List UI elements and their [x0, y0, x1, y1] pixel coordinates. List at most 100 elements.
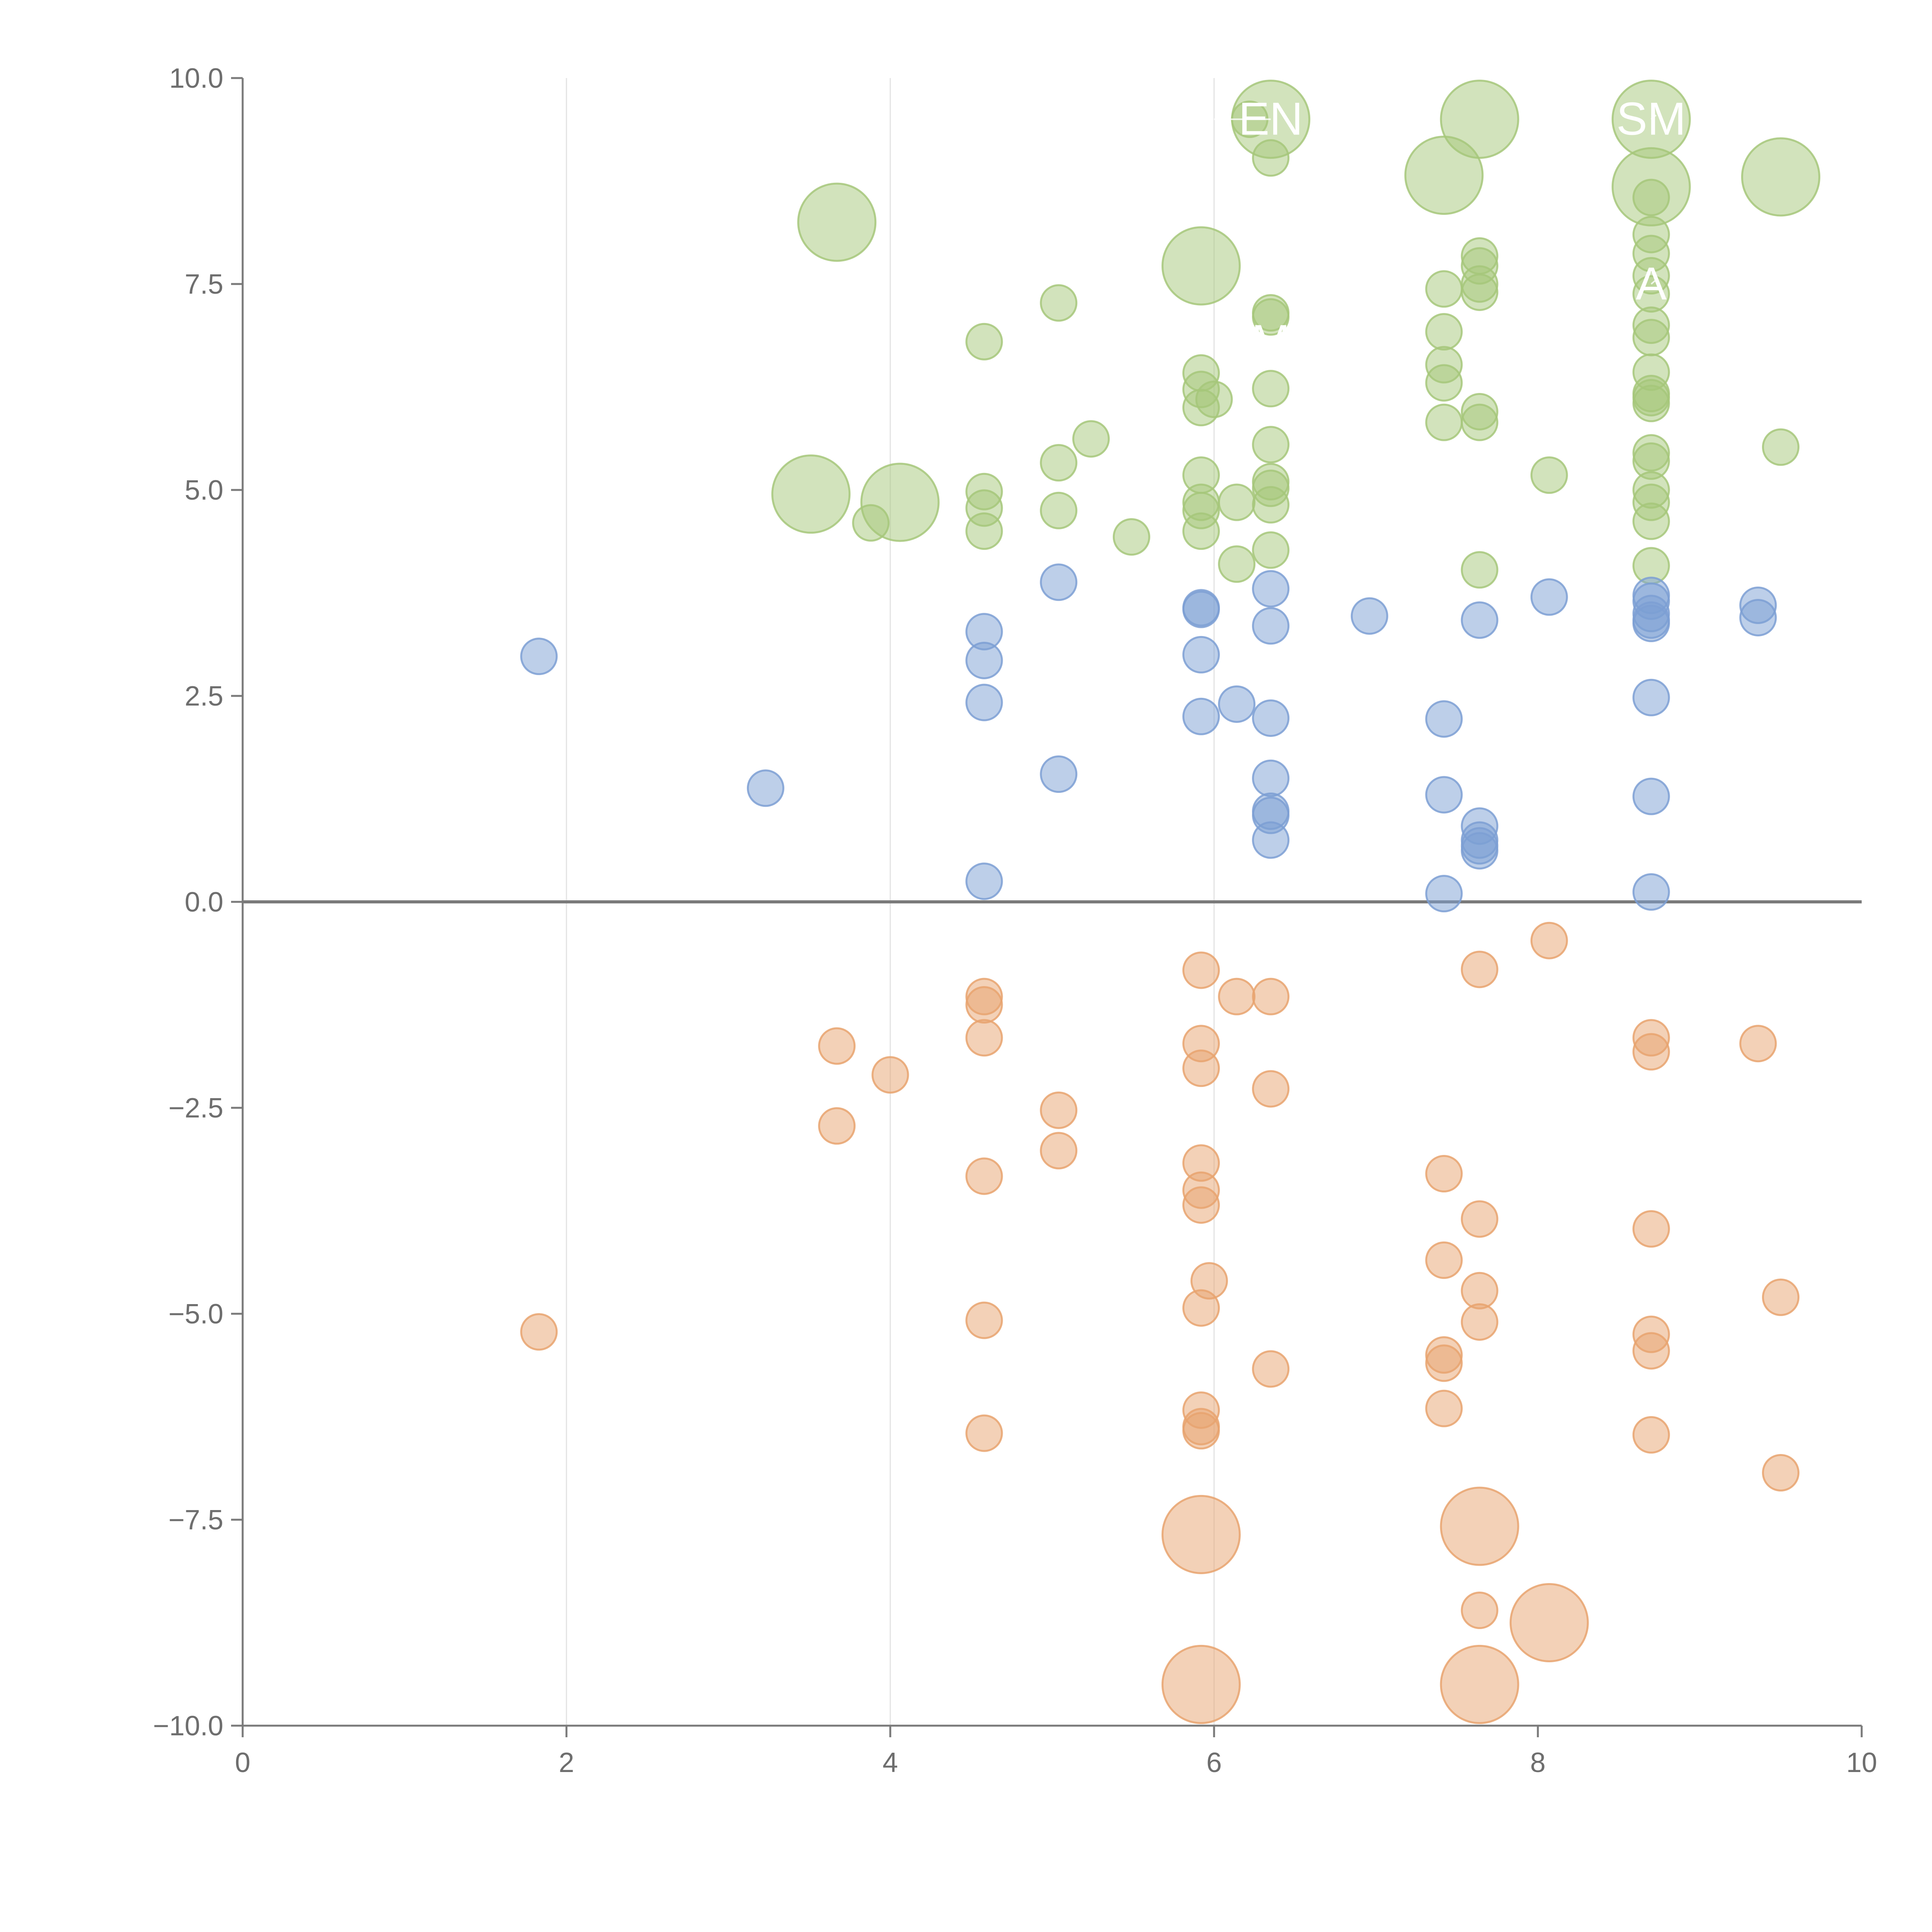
- bubble-green[interactable]: [797, 182, 877, 262]
- bubble-green[interactable]: [1218, 545, 1256, 583]
- bubble-orange[interactable]: [1425, 1155, 1463, 1193]
- bubble-green[interactable]: [1252, 298, 1290, 336]
- bubble-blue[interactable]: [1632, 679, 1670, 716]
- bubble-blue[interactable]: [965, 862, 1003, 900]
- bubble-green[interactable]: [1252, 486, 1290, 524]
- bubble-orange[interactable]: [1762, 1278, 1799, 1316]
- bubble-orange[interactable]: [1161, 1495, 1241, 1574]
- bubble-blue[interactable]: [1252, 607, 1290, 645]
- bubble-blue[interactable]: [520, 638, 558, 675]
- bubble-green[interactable]: [1425, 313, 1463, 351]
- bubble-blue[interactable]: [1530, 578, 1568, 616]
- bubble-blue[interactable]: [1461, 601, 1498, 639]
- bubble-green[interactable]: [852, 504, 890, 542]
- bubble-orange[interactable]: [871, 1056, 909, 1094]
- bubble-green[interactable]: [1252, 531, 1290, 569]
- bubble-orange[interactable]: [818, 1107, 856, 1145]
- bubble-blue[interactable]: [1252, 821, 1290, 859]
- bubble-orange[interactable]: [1440, 1486, 1519, 1566]
- bubble-blue[interactable]: [1350, 597, 1388, 635]
- bubble-orange[interactable]: [1461, 1592, 1498, 1629]
- bubble-orange[interactable]: [1762, 1454, 1799, 1492]
- bubble-blue[interactable]: [1252, 699, 1290, 737]
- bubble-orange[interactable]: [1632, 1033, 1670, 1071]
- bubble-green[interactable]: [1425, 270, 1463, 308]
- bubble-orange[interactable]: [1509, 1583, 1589, 1662]
- bubble-green[interactable]: [1182, 512, 1220, 550]
- bubble-green[interactable]: [1195, 380, 1233, 418]
- bubble-orange[interactable]: [1461, 1303, 1498, 1341]
- bubble-blue[interactable]: [747, 769, 784, 807]
- bubble-orange[interactable]: [1161, 1645, 1241, 1724]
- bubble-blue[interactable]: [1182, 590, 1220, 628]
- bubble-orange[interactable]: [1461, 951, 1498, 988]
- bubble-blue[interactable]: [1461, 832, 1498, 870]
- bubble-orange[interactable]: [965, 1019, 1003, 1057]
- bubble-green[interactable]: [1072, 420, 1110, 458]
- bubble-orange[interactable]: [1530, 922, 1568, 959]
- bubble-orange[interactable]: [1461, 1272, 1498, 1310]
- bubble-green[interactable]: [1762, 428, 1799, 466]
- bubble-blue[interactable]: [1252, 570, 1290, 608]
- bubble-orange[interactable]: [1218, 978, 1256, 1015]
- bubble-blue[interactable]: [1040, 755, 1078, 793]
- bubble-orange[interactable]: [1632, 1332, 1670, 1370]
- bubble-green[interactable]: [1530, 456, 1568, 494]
- bubble-orange[interactable]: [520, 1313, 558, 1351]
- bubble-orange[interactable]: [965, 1414, 1003, 1452]
- bubble-orange[interactable]: [1040, 1132, 1078, 1170]
- bubble-green[interactable]: [1632, 179, 1670, 216]
- bubble-blue[interactable]: [1425, 875, 1463, 913]
- bubble-orange[interactable]: [818, 1027, 856, 1065]
- bubble-orange[interactable]: [1461, 1200, 1498, 1238]
- bubble-orange[interactable]: [965, 1157, 1003, 1195]
- bubble-blue[interactable]: [1739, 599, 1777, 636]
- bubble-orange[interactable]: [1440, 1645, 1519, 1724]
- bubble-green[interactable]: [1461, 273, 1498, 311]
- bubble-blue[interactable]: [965, 684, 1003, 721]
- bubble-orange[interactable]: [1182, 1049, 1220, 1087]
- bubble-orange[interactable]: [1252, 978, 1290, 1015]
- bubble-green[interactable]: [965, 323, 1003, 361]
- bubble-blue[interactable]: [1182, 636, 1220, 673]
- bubble-orange[interactable]: [1182, 1186, 1220, 1224]
- bubble-green[interactable]: [1112, 518, 1150, 556]
- bubble-orange[interactable]: [1040, 1091, 1078, 1129]
- bubble-orange[interactable]: [1182, 1289, 1220, 1327]
- bubble-green[interactable]: [1218, 483, 1256, 521]
- bubble-orange[interactable]: [1182, 1412, 1220, 1450]
- bubble-green[interactable]: [1741, 137, 1820, 217]
- bubble-orange[interactable]: [1632, 1416, 1670, 1454]
- bubble-blue[interactable]: [1425, 700, 1463, 738]
- bubble-blue[interactable]: [1252, 759, 1290, 797]
- bubble-orange[interactable]: [1739, 1025, 1777, 1063]
- bubble-orange[interactable]: [965, 1301, 1003, 1339]
- bubble-blue[interactable]: [1182, 697, 1220, 735]
- bubble-green[interactable]: [1425, 403, 1463, 441]
- bubble-orange[interactable]: [1252, 1070, 1290, 1108]
- bubble-blue[interactable]: [1632, 604, 1670, 642]
- bubble-orange[interactable]: [1632, 1210, 1670, 1248]
- bubble-blue[interactable]: [1040, 563, 1078, 601]
- bubble-green[interactable]: [771, 454, 851, 534]
- bubble-green[interactable]: [1040, 492, 1078, 529]
- bubble-green[interactable]: [1440, 80, 1519, 159]
- bubble-blue[interactable]: [1632, 777, 1670, 815]
- bubble-green[interactable]: [1425, 364, 1463, 402]
- bubble-blue[interactable]: [1425, 776, 1463, 814]
- bubble-blue[interactable]: [1632, 873, 1670, 911]
- bubble-green[interactable]: [1252, 139, 1290, 177]
- bubble-green[interactable]: [1040, 444, 1078, 482]
- bubble-green[interactable]: [1632, 502, 1670, 540]
- bubble-orange[interactable]: [965, 986, 1003, 1024]
- bubble-green[interactable]: [1161, 226, 1241, 306]
- bubble-orange[interactable]: [1425, 1241, 1463, 1279]
- bubble-green[interactable]: [1632, 384, 1670, 422]
- bubble-blue[interactable]: [965, 641, 1003, 679]
- bubble-green[interactable]: [1252, 370, 1290, 408]
- bubble-green[interactable]: [1632, 319, 1670, 357]
- bubble-green[interactable]: [1461, 403, 1498, 441]
- bubble-orange[interactable]: [1425, 1344, 1463, 1382]
- bubble-green[interactable]: [965, 512, 1003, 550]
- bubble-green[interactable]: [1040, 284, 1078, 322]
